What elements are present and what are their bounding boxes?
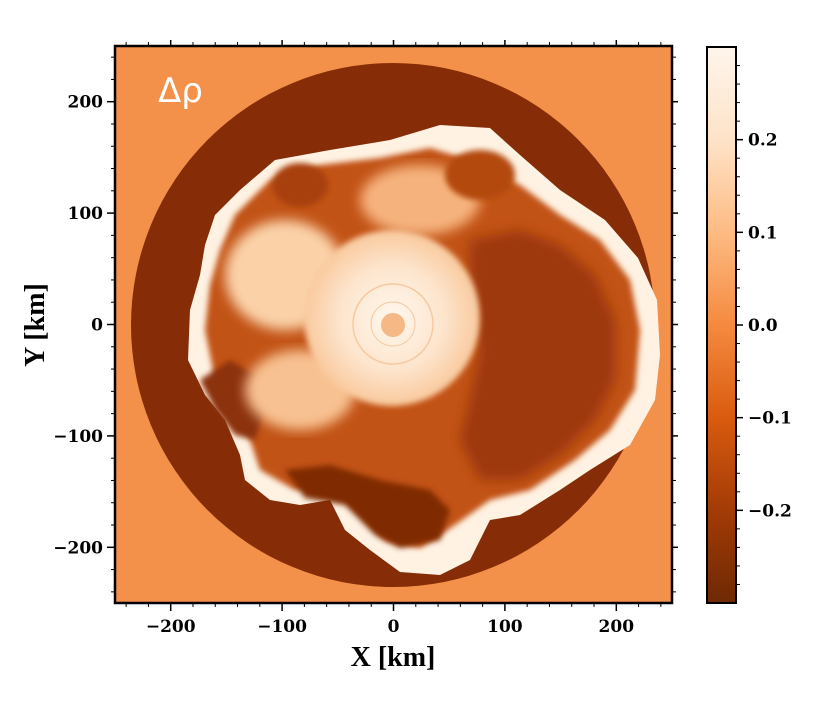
colorbar-tick-label: −0.2 [748,501,792,521]
y-tick-label: 0 [91,316,103,336]
colorbar-tick-label: 0.2 [748,131,778,151]
colorbar-tick-label: −0.1 [748,409,792,429]
quantity-annotation: Δρ [158,71,203,111]
y-tick-label: 100 [68,204,104,224]
y-axis-label: Y [km] [20,283,51,367]
x-tick-label: 100 [487,617,523,637]
colorbar-tick-label: 0.1 [748,223,778,243]
x-axis-minor-ticks [125,42,662,607]
core-dot [381,313,405,337]
core-ring-inner [370,301,416,347]
core-ring [352,283,434,365]
y-axis-ticks: −200 −100 0 100 200 [53,93,678,558]
x-axis-ticks: −200 −100 0 100 200 [146,40,634,637]
x-tick-label: −100 [257,617,307,637]
cell-top-left [272,163,328,207]
right-lobe [460,230,615,480]
y-axis-minor-ticks [111,56,676,593]
x-tick-label: 200 [599,617,635,637]
y-tick-label: 200 [68,93,104,113]
y-tick-label: −100 [53,427,103,447]
heatmap-field [115,46,672,603]
cell-top-right [445,150,515,200]
colorbar-tick-label: 0.0 [748,316,778,336]
colorbar [706,46,737,604]
y-tick-label: −200 [53,538,103,558]
x-tick-label: 0 [388,617,400,637]
lower-cavity [285,465,450,548]
x-axis-label: X [km] [351,642,436,673]
colorbar-ticks: 0.2 0.1 0.0 −0.1 −0.2 [736,65,792,585]
x-tick-label: −200 [146,617,196,637]
